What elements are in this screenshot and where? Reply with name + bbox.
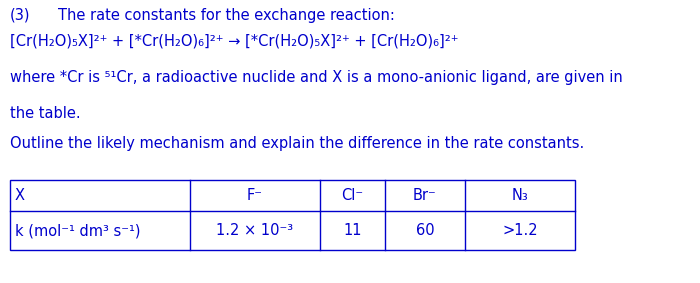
- Text: (3): (3): [10, 8, 31, 23]
- Text: the table.: the table.: [10, 106, 80, 121]
- Text: N₃: N₃: [512, 188, 528, 203]
- Text: The rate constants for the exchange reaction:: The rate constants for the exchange reac…: [58, 8, 395, 23]
- Text: >1.2: >1.2: [502, 223, 538, 238]
- Text: F⁻: F⁻: [247, 188, 263, 203]
- Text: Outline the likely mechanism and explain the difference in the rate constants.: Outline the likely mechanism and explain…: [10, 136, 584, 151]
- Text: k (mol⁻¹ dm³ s⁻¹): k (mol⁻¹ dm³ s⁻¹): [15, 223, 141, 238]
- Text: [Cr(H₂O)₅X]²⁺ + [*Cr(H₂O)₆]²⁺ → [*Cr(H₂O)₅X]²⁺ + [Cr(H₂O)₆]²⁺: [Cr(H₂O)₅X]²⁺ + [*Cr(H₂O)₆]²⁺ → [*Cr(H₂O…: [10, 34, 458, 49]
- Text: 11: 11: [343, 223, 362, 238]
- Text: X: X: [15, 188, 25, 203]
- Text: Br⁻: Br⁻: [413, 188, 437, 203]
- Bar: [10, 180, 575, 250]
- Text: 1.2 × 10⁻³: 1.2 × 10⁻³: [216, 223, 293, 238]
- Text: Cl⁻: Cl⁻: [342, 188, 363, 203]
- Text: where *Cr is ⁵¹Cr, a radioactive nuclide and X is a mono-anionic ligand, are giv: where *Cr is ⁵¹Cr, a radioactive nuclide…: [10, 70, 623, 85]
- Text: 60: 60: [416, 223, 434, 238]
